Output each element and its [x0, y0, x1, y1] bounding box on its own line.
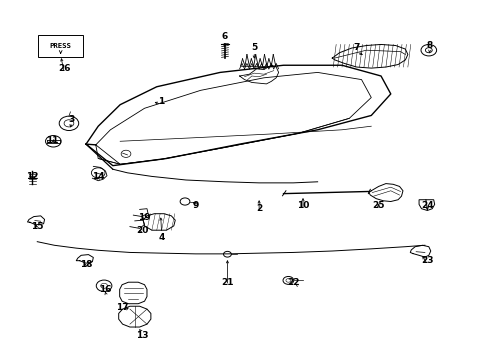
- Text: 15: 15: [31, 222, 43, 231]
- Text: 18: 18: [80, 260, 92, 269]
- Text: 19: 19: [138, 213, 150, 222]
- Text: 20: 20: [136, 226, 148, 235]
- Text: 7: 7: [353, 43, 359, 52]
- Text: 11: 11: [45, 136, 58, 145]
- Text: 17: 17: [116, 303, 129, 312]
- Text: 13: 13: [136, 332, 148, 341]
- Text: 16: 16: [99, 285, 112, 294]
- Text: 12: 12: [26, 172, 39, 181]
- Text: 8: 8: [426, 41, 432, 50]
- Text: 23: 23: [420, 256, 433, 265]
- Text: 9: 9: [192, 201, 199, 210]
- Text: 10: 10: [296, 201, 308, 210]
- Text: 6: 6: [222, 32, 228, 41]
- Text: 24: 24: [420, 201, 433, 210]
- Text: 1: 1: [158, 96, 164, 105]
- Text: 26: 26: [58, 64, 70, 73]
- Text: PRESS: PRESS: [50, 43, 71, 49]
- Text: 25: 25: [371, 201, 384, 210]
- Text: 22: 22: [286, 278, 299, 287]
- Text: 14: 14: [92, 172, 104, 181]
- Text: 2: 2: [256, 204, 262, 213]
- Text: 4: 4: [158, 233, 164, 242]
- Text: 21: 21: [221, 278, 233, 287]
- Text: 3: 3: [68, 114, 74, 123]
- Text: 5: 5: [251, 43, 257, 52]
